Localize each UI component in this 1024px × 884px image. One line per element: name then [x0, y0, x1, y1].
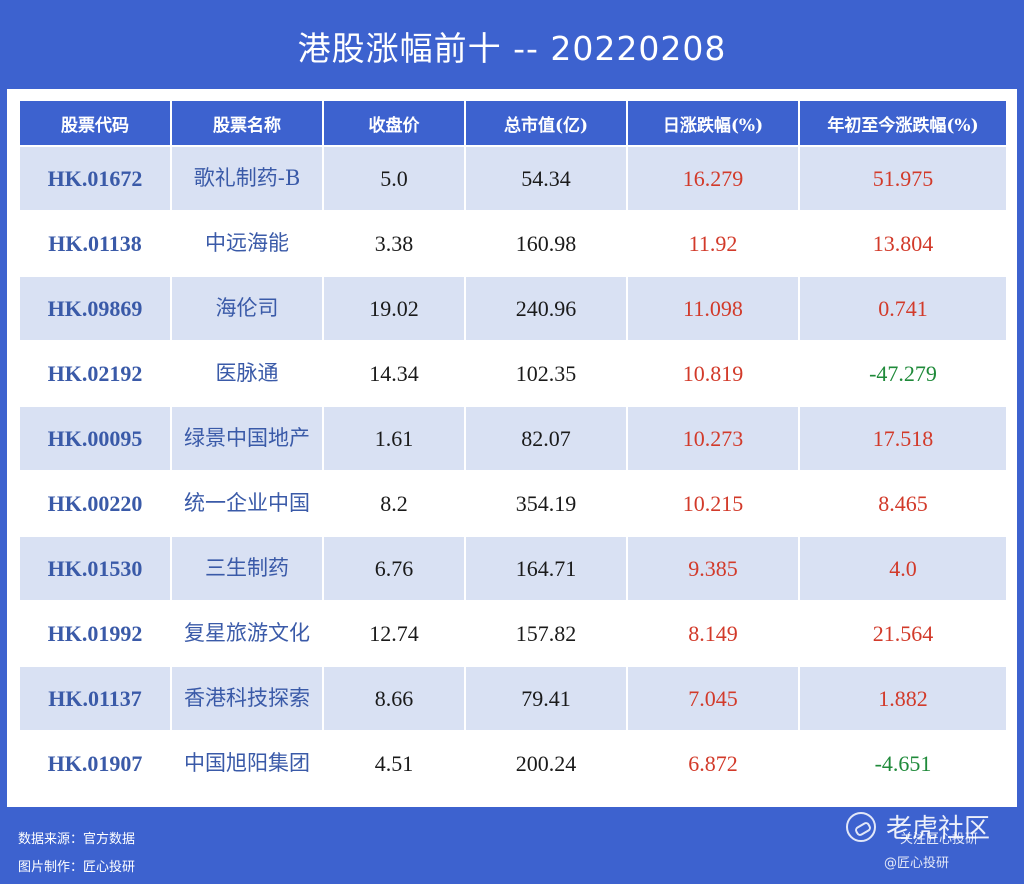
cell-day-change: 11.92: [626, 210, 800, 277]
cell-ytd-change: 21.564: [798, 600, 1008, 667]
cell-code: HK.00220: [18, 470, 172, 537]
cell-close: 19.02: [322, 275, 466, 342]
watermark-line2: @匠心投研: [884, 856, 950, 871]
image-maker: 图片制作：匠心投研: [18, 860, 136, 875]
cell-name: 医脉通: [170, 340, 324, 407]
cell-name: 统一企业中国: [170, 470, 324, 537]
cell-close: 3.38: [322, 210, 466, 277]
cell-ytd-change: 0.741: [798, 275, 1008, 342]
cell-mktcap: 82.07: [464, 405, 628, 472]
cell-day-change: 9.385: [626, 535, 800, 602]
header-ytd-change: 年初至今涨跌幅(%): [798, 99, 1008, 147]
cell-ytd-change: 51.975: [798, 145, 1008, 212]
cell-close: 5.0: [322, 145, 466, 212]
cell-day-change: 10.819: [626, 340, 800, 407]
cell-close: 6.76: [322, 535, 466, 602]
cell-code: HK.09869: [18, 275, 172, 342]
cell-code: HK.01137: [18, 665, 172, 732]
header-day-change: 日涨跌幅(%): [626, 99, 800, 147]
table-row: HK.01907 中国旭阳集团 4.51 200.24 6.872 -4.651: [18, 730, 1008, 797]
cell-ytd-change: 4.0: [798, 535, 1008, 602]
tiger-logo-icon: [846, 812, 876, 842]
page-title: 港股涨幅前十 -- 20220208: [297, 29, 727, 68]
cell-ytd-change: 8.465: [798, 470, 1008, 537]
data-source: 数据来源：官方数据: [18, 832, 136, 847]
cell-close: 12.74: [322, 600, 466, 667]
table-header-row: 股票代码 股票名称 收盘价 总市值(亿) 日涨跌幅(%) 年初至今涨跌幅(%): [18, 99, 1008, 147]
cell-code: HK.01907: [18, 730, 172, 797]
cell-day-change: 10.215: [626, 470, 800, 537]
table-row: HK.01530 三生制药 6.76 164.71 9.385 4.0: [18, 535, 1008, 602]
cell-name: 中国旭阳集团: [170, 730, 324, 797]
cell-close: 1.61: [322, 405, 466, 472]
watermark-brand: 老虎社区: [886, 814, 991, 844]
cell-code: HK.01530: [18, 535, 172, 602]
cell-day-change: 10.273: [626, 405, 800, 472]
watermark: 老虎社区 关注匠心投研 @匠心投研: [840, 806, 1010, 876]
table-row: HK.01138 中远海能 3.38 160.98 11.92 13.804: [18, 210, 1008, 277]
cell-day-change: 11.098: [626, 275, 800, 342]
footer: 数据来源：官方数据 图片制作：匠心投研: [18, 826, 135, 882]
cell-ytd-change: -47.279: [798, 340, 1008, 407]
cell-close: 14.34: [322, 340, 466, 407]
cell-mktcap: 200.24: [464, 730, 628, 797]
cell-code: HK.00095: [18, 405, 172, 472]
header-code: 股票代码: [18, 99, 172, 147]
cell-name: 绿景中国地产: [170, 405, 324, 472]
table-row: HK.01137 香港科技探索 8.66 79.41 7.045 1.882: [18, 665, 1008, 732]
cell-name: 复星旅游文化: [170, 600, 324, 667]
stock-table: 股票代码 股票名称 收盘价 总市值(亿) 日涨跌幅(%) 年初至今涨跌幅(%) …: [18, 99, 1008, 797]
cell-name: 海伦司: [170, 275, 324, 342]
cell-code: HK.01992: [18, 600, 172, 667]
table-row: HK.01992 复星旅游文化 12.74 157.82 8.149 21.564: [18, 600, 1008, 667]
cell-code: HK.02192: [18, 340, 172, 407]
cell-ytd-change: 17.518: [798, 405, 1008, 472]
cell-ytd-change: 13.804: [798, 210, 1008, 277]
header-mktcap: 总市值(亿): [464, 99, 628, 147]
header-name: 股票名称: [170, 99, 324, 147]
cell-mktcap: 160.98: [464, 210, 628, 277]
cell-close: 8.66: [322, 665, 466, 732]
cell-day-change: 7.045: [626, 665, 800, 732]
cell-day-change: 6.872: [626, 730, 800, 797]
watermark-line1: 关注匠心投研: [900, 832, 979, 847]
cell-mktcap: 157.82: [464, 600, 628, 667]
cell-day-change: 8.149: [626, 600, 800, 667]
cell-mktcap: 164.71: [464, 535, 628, 602]
header-close: 收盘价: [322, 99, 466, 147]
cell-name: 歌礼制药-B: [170, 145, 324, 212]
cell-code: HK.01138: [18, 210, 172, 277]
table-row: HK.02192 医脉通 14.34 102.35 10.819 -47.279: [18, 340, 1008, 407]
table-row: HK.00095 绿景中国地产 1.61 82.07 10.273 17.518: [18, 405, 1008, 472]
table-row: HK.09869 海伦司 19.02 240.96 11.098 0.741: [18, 275, 1008, 342]
table-card: 股票代码 股票名称 收盘价 总市值(亿) 日涨跌幅(%) 年初至今涨跌幅(%) …: [7, 89, 1017, 807]
cell-mktcap: 79.41: [464, 665, 628, 732]
cell-code: HK.01672: [18, 145, 172, 212]
cell-mktcap: 240.96: [464, 275, 628, 342]
cell-close: 8.2: [322, 470, 466, 537]
table-row: HK.01672 歌礼制药-B 5.0 54.34 16.279 51.975: [18, 145, 1008, 212]
cell-name: 香港科技探索: [170, 665, 324, 732]
cell-mktcap: 354.19: [464, 470, 628, 537]
cell-mktcap: 102.35: [464, 340, 628, 407]
cell-day-change: 16.279: [626, 145, 800, 212]
table-row: HK.00220 统一企业中国 8.2 354.19 10.215 8.465: [18, 470, 1008, 537]
cell-ytd-change: -4.651: [798, 730, 1008, 797]
cell-ytd-change: 1.882: [798, 665, 1008, 732]
cell-close: 4.51: [322, 730, 466, 797]
cell-mktcap: 54.34: [464, 145, 628, 212]
cell-name: 三生制药: [170, 535, 324, 602]
cell-name: 中远海能: [170, 210, 324, 277]
